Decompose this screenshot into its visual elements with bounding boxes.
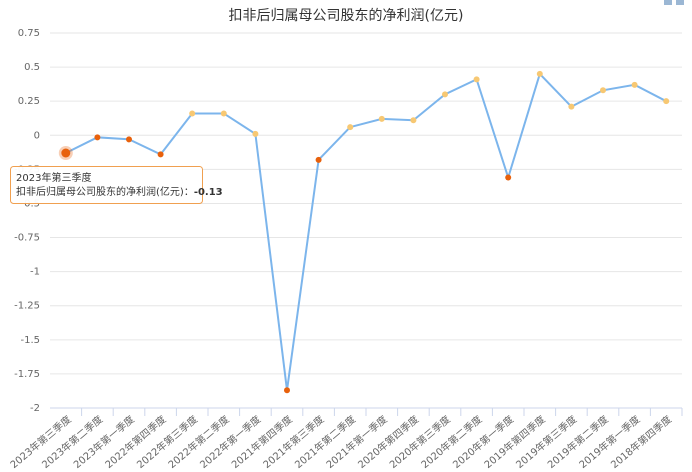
point — [568, 103, 575, 110]
y-tick-label: -0.75 — [14, 233, 40, 244]
point — [378, 115, 385, 122]
y-tick-label: 0.5 — [24, 62, 40, 73]
point — [189, 110, 196, 117]
point — [631, 81, 638, 88]
chart-title: 扣非后归属母公司股东的净利润(亿元) — [229, 7, 464, 24]
point — [600, 87, 606, 94]
y-tick-label: -1.75 — [14, 369, 40, 380]
point — [157, 151, 164, 158]
point — [473, 76, 480, 83]
tooltip-value: -0.13 — [194, 187, 223, 198]
y-tick-label: -1 — [30, 267, 40, 278]
point — [442, 91, 448, 98]
y-tick-label: -2 — [30, 403, 40, 414]
line — [65, 71, 667, 391]
tooltip-series: 扣非后归属母公司股东的净利润(亿元) — [16, 185, 184, 198]
tooltip-body: 扣非后归属母公司股东的净利润(亿元)：-0.13 — [16, 185, 223, 198]
toolbar-icon[interactable] — [676, 0, 684, 5]
point — [284, 387, 290, 394]
point — [126, 136, 132, 143]
point — [347, 124, 354, 131]
point — [61, 148, 71, 158]
tooltip-title: 2023年第三季度 — [16, 171, 91, 184]
point — [220, 110, 227, 117]
point — [536, 70, 543, 77]
toolbar-icon[interactable] — [664, 0, 672, 5]
point — [663, 98, 670, 105]
y-tick-label: -1.25 — [14, 301, 40, 312]
y-tick-label: 0.25 — [18, 96, 40, 107]
y-tick-label: 0 — [34, 130, 40, 141]
tooltip-separator: ： — [184, 187, 194, 198]
point — [315, 156, 322, 163]
point — [252, 130, 259, 137]
point — [94, 134, 101, 141]
y-tick-label: -1.5 — [20, 335, 40, 346]
point — [410, 117, 417, 124]
y-tick-label: 0.75 — [18, 28, 40, 39]
toolbar-icons[interactable] — [664, 0, 684, 5]
tooltip-box — [10, 166, 203, 204]
point — [505, 174, 512, 181]
